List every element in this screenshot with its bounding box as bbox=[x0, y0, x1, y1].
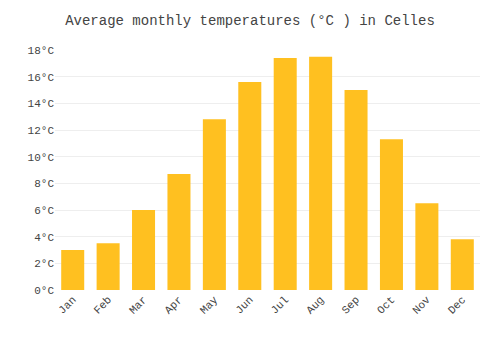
svg-text:Jul: Jul bbox=[269, 294, 291, 316]
svg-text:Average monthly temperatures (: Average monthly temperatures (°C ) in Ce… bbox=[65, 13, 435, 29]
svg-text:0°C: 0°C bbox=[34, 285, 54, 297]
svg-text:10°C: 10°C bbox=[28, 152, 55, 164]
svg-text:Sep: Sep bbox=[340, 294, 362, 316]
svg-text:Dec: Dec bbox=[446, 294, 468, 316]
svg-text:Feb: Feb bbox=[92, 294, 114, 316]
svg-text:May: May bbox=[198, 294, 221, 317]
svg-text:Apr: Apr bbox=[162, 294, 184, 316]
svg-text:Jan: Jan bbox=[56, 294, 78, 316]
svg-text:Oct: Oct bbox=[375, 294, 397, 316]
svg-text:Nov: Nov bbox=[410, 294, 433, 317]
svg-text:14°C: 14°C bbox=[28, 98, 55, 110]
svg-text:6°C: 6°C bbox=[34, 205, 54, 217]
svg-text:12°C: 12°C bbox=[28, 125, 55, 137]
svg-text:16°C: 16°C bbox=[28, 72, 55, 84]
svg-text:Jun: Jun bbox=[233, 294, 255, 316]
svg-text:2°C: 2°C bbox=[34, 258, 54, 270]
svg-text:Aug: Aug bbox=[304, 294, 326, 316]
svg-text:Mar: Mar bbox=[127, 294, 149, 316]
svg-text:4°C: 4°C bbox=[34, 232, 54, 244]
svg-text:18°C: 18°C bbox=[28, 45, 55, 57]
svg-text:8°C: 8°C bbox=[34, 178, 54, 190]
